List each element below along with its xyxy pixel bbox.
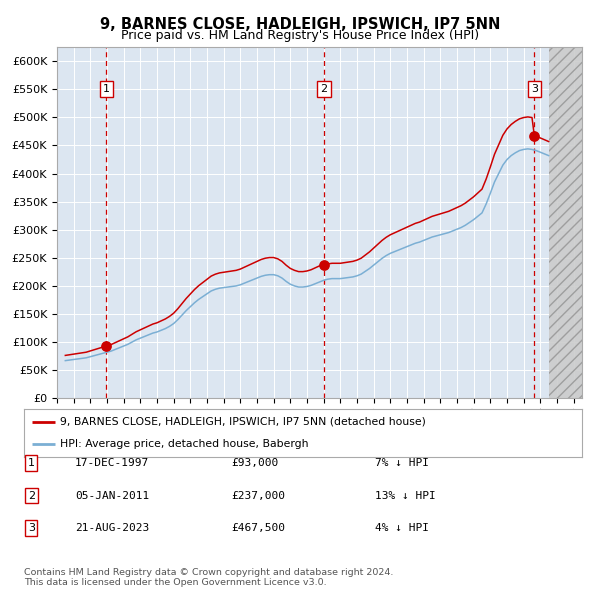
Text: HPI: Average price, detached house, Babergh: HPI: Average price, detached house, Babe… bbox=[60, 439, 309, 449]
Text: 3: 3 bbox=[28, 523, 35, 533]
Text: 3: 3 bbox=[531, 84, 538, 94]
Text: 4% ↓ HPI: 4% ↓ HPI bbox=[375, 523, 429, 533]
Text: 1: 1 bbox=[103, 84, 110, 94]
Text: 9, BARNES CLOSE, HADLEIGH, IPSWICH, IP7 5NN (detached house): 9, BARNES CLOSE, HADLEIGH, IPSWICH, IP7 … bbox=[60, 417, 426, 427]
Text: 1: 1 bbox=[28, 458, 35, 468]
Text: 2: 2 bbox=[28, 491, 35, 500]
Text: Price paid vs. HM Land Registry's House Price Index (HPI): Price paid vs. HM Land Registry's House … bbox=[121, 30, 479, 42]
Text: 9, BARNES CLOSE, HADLEIGH, IPSWICH, IP7 5NN: 9, BARNES CLOSE, HADLEIGH, IPSWICH, IP7 … bbox=[100, 17, 500, 31]
Point bbox=[101, 341, 111, 350]
Text: 2: 2 bbox=[320, 84, 328, 94]
Text: 17-DEC-1997: 17-DEC-1997 bbox=[75, 458, 149, 468]
Text: 7% ↓ HPI: 7% ↓ HPI bbox=[375, 458, 429, 468]
Bar bbox=[548, 47, 582, 398]
Text: £93,000: £93,000 bbox=[231, 458, 278, 468]
Text: Contains HM Land Registry data © Crown copyright and database right 2024.
This d: Contains HM Land Registry data © Crown c… bbox=[24, 568, 394, 587]
Text: 13% ↓ HPI: 13% ↓ HPI bbox=[375, 491, 436, 500]
Text: 21-AUG-2023: 21-AUG-2023 bbox=[75, 523, 149, 533]
Text: £237,000: £237,000 bbox=[231, 491, 285, 500]
Point bbox=[530, 131, 539, 140]
Point bbox=[319, 260, 329, 270]
Text: £467,500: £467,500 bbox=[231, 523, 285, 533]
Text: 05-JAN-2011: 05-JAN-2011 bbox=[75, 491, 149, 500]
